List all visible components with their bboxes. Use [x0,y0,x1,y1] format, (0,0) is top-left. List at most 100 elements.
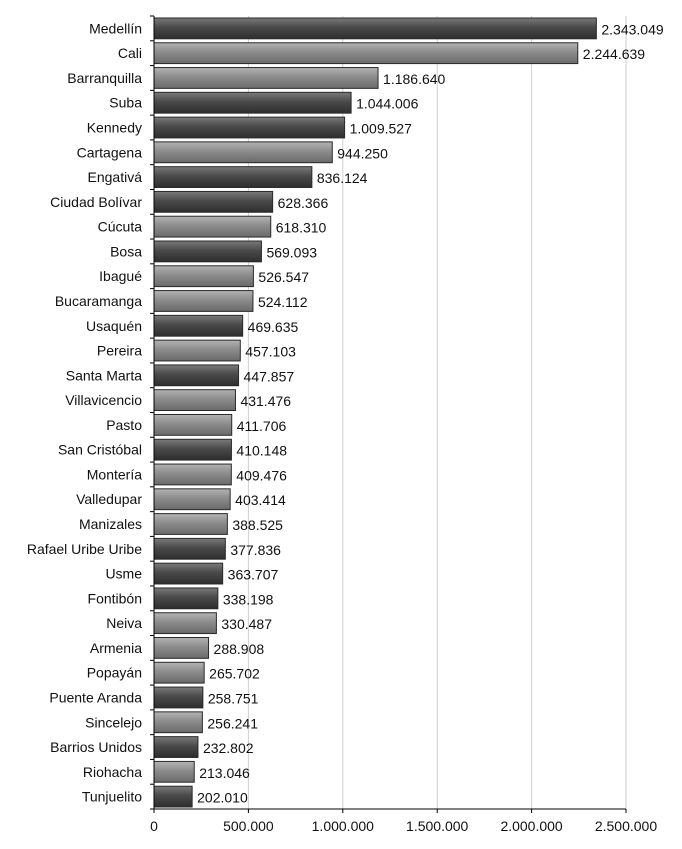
bar [153,290,254,312]
bar [153,760,195,783]
bar [153,587,219,610]
category-label: Pasto [106,417,142,433]
value-label: 618.310 [276,220,327,236]
bar [153,513,228,535]
value-label: 628.366 [278,195,329,211]
bar [153,42,579,65]
bar [153,488,231,511]
category-label: Bosa [110,243,142,259]
bar [153,314,244,337]
value-label: 469.635 [248,319,299,335]
x-tick-label: 0 [150,818,158,834]
value-label: 388.525 [232,517,283,533]
category-label: Bucaramanga [55,293,142,309]
value-label: 411.706 [237,418,287,434]
category-label: Riohacha [83,764,142,780]
bar [153,711,203,734]
category-label: Puente Aranda [49,689,142,705]
x-tick-label: 2.500.000 [595,818,657,834]
category-label: Tunjuelito [82,789,142,805]
bar [153,463,232,486]
value-label: 232.802 [203,740,254,756]
bar [153,637,210,659]
category-label: Pereira [97,343,142,359]
category-label: Montería [87,466,142,482]
category-label: Cúcuta [98,219,143,235]
value-label: 1.009.527 [350,121,412,137]
bar [153,339,241,362]
category-label: Usme [105,566,142,582]
bars [153,17,597,808]
value-label: 457.103 [245,344,296,360]
value-label: 265.702 [209,666,260,682]
category-label: Suba [109,95,142,111]
value-label: 526.547 [258,269,309,285]
category-label: Engativá [88,169,143,185]
bar [153,562,224,585]
bar [153,413,233,436]
value-label: 524.112 [258,294,308,310]
value-label: 202.010 [197,790,248,806]
bar [153,364,240,387]
bar [153,265,254,288]
category-label: Ciudad Bolívar [50,194,142,210]
value-label: 258.751 [208,690,259,706]
labels: Medellín 2.343.049 Cali 2.244.639 Barranquil… [27,20,664,834]
category-label: San Cristóbal [58,442,142,458]
axes [150,15,627,813]
category-label: Cartagena [77,144,143,160]
bar [153,389,236,412]
bar [153,736,199,758]
value-label: 944.250 [337,145,388,161]
value-label: 330.487 [221,616,272,632]
value-label: 377.836 [230,542,281,558]
value-label: 288.908 [214,641,265,657]
bar [153,438,232,461]
category-label: Valledupar [76,491,142,507]
bar [153,537,226,560]
category-label: Medellín [89,20,142,36]
value-label: 2.244.639 [583,46,645,62]
gridlines [247,16,627,809]
category-label: Fontibón [88,590,142,606]
category-label: Armenia [90,640,142,656]
x-tick-label: 1.500.000 [406,818,468,834]
category-label: Barranquilla [67,70,142,86]
value-label: 410.148 [236,443,287,459]
bar [153,686,204,709]
bar [153,215,272,238]
category-label: Cali [118,45,142,61]
bar [153,166,313,188]
category-label: Neiva [106,615,142,631]
category-label: Santa Marta [66,367,142,383]
value-label: 431.476 [240,393,291,409]
x-tick-label: 1.000.000 [312,818,374,834]
value-label: 447.857 [244,368,295,384]
value-label: 2.343.049 [601,21,663,37]
value-label: 338.198 [223,591,274,607]
value-label: 363.707 [228,567,279,583]
value-label: 403.414 [235,492,286,508]
bar [153,141,333,164]
category-label: Kennedy [87,120,142,136]
value-label: 409.476 [236,467,287,483]
category-label: Manizales [79,516,142,532]
category-label: Usaquén [86,318,142,334]
x-tick-label: 2.000.000 [500,818,562,834]
bar [153,91,352,114]
bar [153,612,217,635]
value-label: 213.046 [199,765,250,781]
bar [153,116,346,139]
bar [153,17,597,40]
bar [153,661,205,684]
category-label: Barrios Unidos [50,739,142,755]
value-label: 256.241 [207,715,258,731]
category-label: Sincelejo [85,714,142,730]
value-label: 1.044.006 [356,96,418,112]
category-label: Popayán [87,665,142,681]
value-label: 1.186.640 [383,71,445,87]
value-label: 836.124 [317,170,368,186]
x-tick-label: 500.000 [223,818,274,834]
